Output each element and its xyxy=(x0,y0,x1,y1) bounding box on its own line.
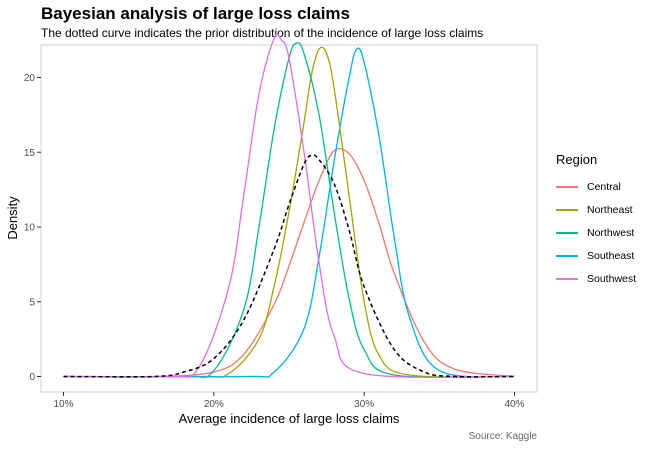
legend-label: Southeast xyxy=(587,249,635,262)
x-tick-label: 30% xyxy=(354,399,374,410)
x-tick-label: 40% xyxy=(504,399,524,410)
chart-title: Bayesian analysis of large loss claims xyxy=(41,4,350,23)
series-lines xyxy=(63,33,515,379)
x-axis-label: Average incidence of large loss claims xyxy=(179,411,400,426)
legend-key xyxy=(556,254,578,257)
plot-panel xyxy=(40,44,538,393)
legend-item-northeast: Northeast xyxy=(556,198,636,221)
chart-caption: Source: Kaggle xyxy=(468,431,537,442)
x-axis-ticks: 10% 20% 30% 40% xyxy=(53,392,525,410)
x-tick-label: 20% xyxy=(204,399,224,410)
chart-subtitle: The dotted curve indicates the prior dis… xyxy=(41,26,484,40)
legend-key xyxy=(556,277,578,280)
y-tick-label: 0 xyxy=(29,372,35,383)
legend-key xyxy=(556,185,578,188)
series-line-southwest xyxy=(63,33,515,379)
legend-item-central: Central xyxy=(556,175,636,198)
series-line-central xyxy=(63,147,515,378)
series-line-southeast xyxy=(63,47,515,378)
y-tick-label: 20 xyxy=(24,73,36,84)
y-axis-ticks: 0 5 10 15 20 xyxy=(24,73,41,383)
x-tick-label: 10% xyxy=(53,399,73,410)
series-line-northwest xyxy=(63,42,515,379)
legend-label: Northwest xyxy=(587,226,635,239)
legend-key xyxy=(556,208,578,211)
y-tick-label: 5 xyxy=(29,297,35,308)
legend-item-northwest: Northwest xyxy=(556,221,636,244)
y-tick-label: 10 xyxy=(24,223,36,234)
legend-label: Central xyxy=(587,180,621,193)
y-axis-label: Density xyxy=(5,196,20,240)
legend-item-southwest: Southwest xyxy=(556,267,636,290)
y-tick-label: 15 xyxy=(24,148,36,159)
series-line-northeast xyxy=(63,46,515,378)
legend: Region Central Northeast Northwest Southeas… xyxy=(556,152,636,290)
legend-label: Northeast xyxy=(587,203,633,216)
legend-label: Southwest xyxy=(587,272,637,285)
legend-items: Central Northeast Northwest Southeast Southw… xyxy=(556,175,636,290)
legend-key xyxy=(556,231,578,234)
legend-title: Region xyxy=(556,152,598,167)
legend-item-southeast: Southeast xyxy=(556,244,636,267)
